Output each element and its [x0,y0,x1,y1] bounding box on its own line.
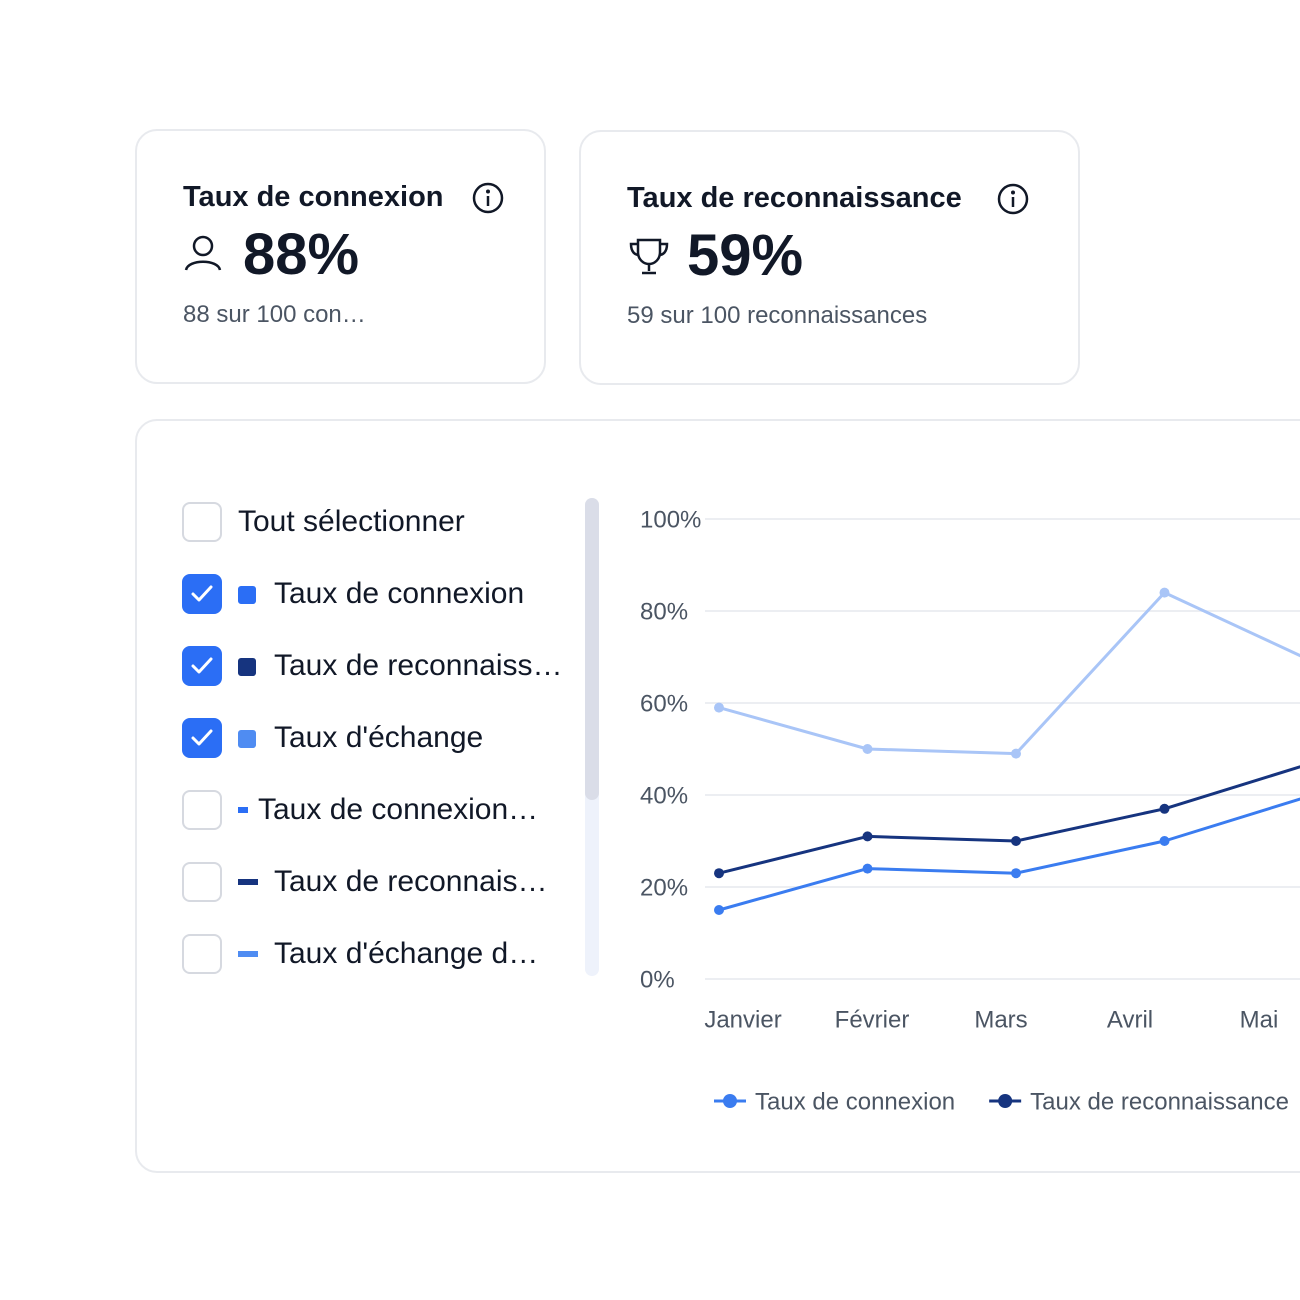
legend-label: Taux de connexion [755,1088,955,1115]
color-swatch [238,730,256,748]
data-point [862,831,873,842]
checkbox[interactable] [182,502,222,542]
checklist-item[interactable]: Taux de connexion [182,574,582,614]
checklist-label: Taux de reconnais… [274,865,548,898]
trophy-icon [629,238,669,275]
checklist-item[interactable]: Taux de connexion… [182,790,582,830]
checklist-label: Taux d'échange d… [274,937,539,970]
color-swatch [238,951,258,957]
data-point [862,863,873,874]
check-icon [191,657,213,674]
card-value: 59% [687,223,804,288]
y-tick-label: 40% [640,782,688,809]
user-icon [184,235,222,271]
card-subtitle: 88 sur 100 con… [183,301,366,328]
data-point [714,905,724,915]
x-tick-label: Mars [974,1006,1027,1033]
checklist-item[interactable]: Taux d'échange [182,718,582,758]
y-tick-label: 60% [640,690,688,717]
checklist-label: Taux de reconnaiss… [274,649,563,682]
card-value: 88% [243,222,360,287]
card-subtitle: 59 sur 100 reconnaissances [627,302,928,329]
x-tick-label: Février [835,1006,910,1033]
checklist-label: Taux de connexion [274,577,525,610]
y-tick-label: 100% [640,506,701,533]
data-point [1011,836,1021,846]
x-tick-label: Mai [1240,1006,1279,1033]
data-point [1011,748,1021,759]
x-tick-label: Janvier [704,1006,781,1033]
series-line [718,591,1300,756]
color-swatch [238,586,256,604]
checklist-label: Taux d'échange [274,721,484,754]
checklist-label: Tout sélectionner [238,505,465,538]
chart-panel [135,419,1300,1173]
checkbox[interactable] [182,790,222,830]
data-point [1159,803,1170,814]
check-icon [191,585,213,602]
info-icon[interactable] [996,182,1030,216]
data-point [714,702,724,713]
x-tick-label: Avril [1107,1006,1153,1033]
y-tick-label: 20% [640,874,688,901]
legend-label: Taux de reconnaissance [1030,1088,1289,1115]
data-point [1011,868,1021,879]
checklist-item[interactable]: Taux de reconnais… [182,862,582,902]
checklist-item[interactable]: Taux d'échange d… [182,934,582,974]
legend-dot [723,1094,737,1108]
data-point [862,744,873,754]
y-tick-label: 0% [640,966,675,993]
check-icon [191,729,213,746]
card-title: Taux de connexion [183,181,444,213]
data-point [1159,587,1170,598]
checkbox[interactable] [182,934,222,974]
checkbox[interactable] [182,718,222,758]
scrollbar-thumb[interactable] [585,498,599,800]
series-line [718,765,1300,875]
color-swatch [238,879,258,885]
checkbox[interactable] [182,646,222,686]
card: Taux de reconnaissance 59% 59 sur 100 re… [579,130,1080,385]
y-tick-label: 80% [640,598,688,625]
checklist-label: Taux de connexion… [258,793,539,826]
checklist-item[interactable]: Tout sélectionner [182,502,582,542]
legend-dot [998,1094,1013,1108]
color-swatch [238,807,248,813]
info-icon[interactable] [471,181,505,215]
card: Taux de connexion 88% 88 sur 100 con… [135,129,546,384]
color-swatch [238,658,256,676]
checklist-item[interactable]: Taux de reconnaiss… [182,646,582,686]
checkbox[interactable] [182,862,222,902]
card-title: Taux de reconnaissance [627,182,962,214]
data-point [1159,836,1170,846]
data-point [714,868,724,879]
checkbox[interactable] [182,574,222,614]
